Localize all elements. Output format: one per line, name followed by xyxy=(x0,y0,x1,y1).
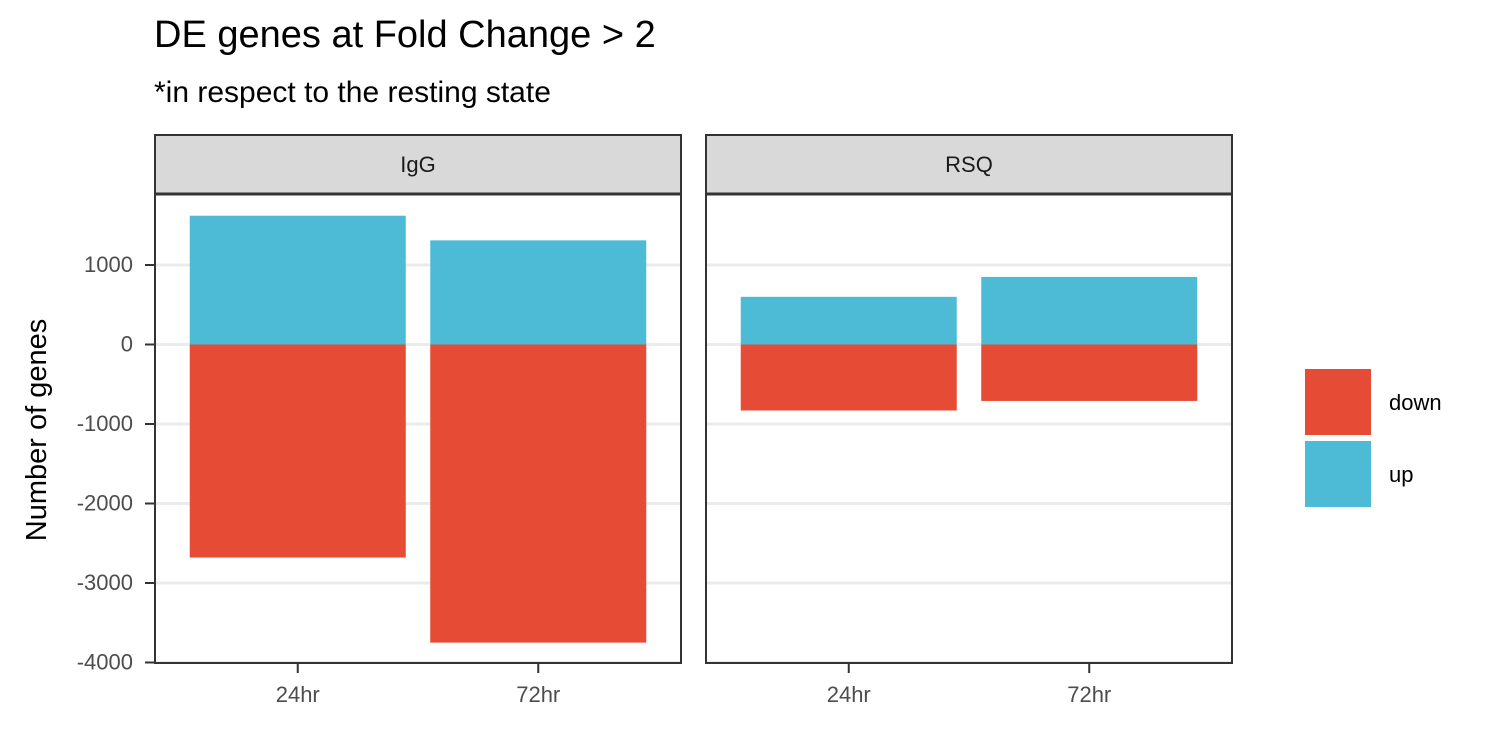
y-tick-label: 0 xyxy=(121,332,133,357)
x-tick-label: 72hr xyxy=(1067,682,1111,707)
bar-up-IgG-72hr xyxy=(430,240,647,345)
facet-strip-label: RSQ xyxy=(945,152,993,177)
legend-label-down: down xyxy=(1389,390,1442,415)
x-tick-label: 24hr xyxy=(276,682,320,707)
bar-down-RSQ-24hr xyxy=(740,344,957,411)
y-tick-label: -4000 xyxy=(77,650,133,675)
bar-up-RSQ-72hr xyxy=(981,276,1198,345)
x-tick-label: 24hr xyxy=(827,682,871,707)
legend-key-up xyxy=(1305,441,1371,507)
bar-up-IgG-24hr xyxy=(189,215,406,345)
facet-strip-label: IgG xyxy=(400,152,435,177)
y-axis-title: Number of genes xyxy=(21,319,53,541)
facet-strip xyxy=(705,134,1233,195)
bar-down-IgG-72hr xyxy=(430,344,647,643)
x-tick-label: 72hr xyxy=(516,682,560,707)
bar-down-RSQ-72hr xyxy=(981,344,1198,401)
facet-strip xyxy=(154,134,682,195)
legend-key-down xyxy=(1305,369,1371,435)
bar-up-RSQ-24hr xyxy=(740,296,957,345)
y-tick-label: -2000 xyxy=(77,491,133,516)
bar-down-IgG-24hr xyxy=(189,344,406,558)
y-tick-label: -3000 xyxy=(77,570,133,595)
y-tick-label: -1000 xyxy=(77,411,133,436)
legend-label-up: up xyxy=(1389,462,1413,487)
y-tick-label: 1000 xyxy=(84,252,133,277)
chart-subtitle: *in respect to the resting state xyxy=(154,76,551,109)
chart-title: DE genes at Fold Change > 2 xyxy=(154,14,656,56)
